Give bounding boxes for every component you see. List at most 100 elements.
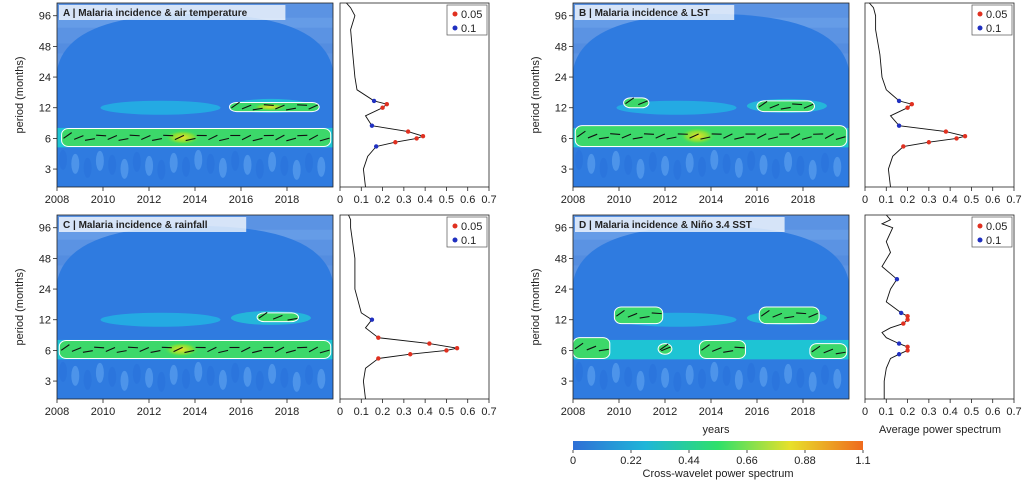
phase-arrow bbox=[808, 312, 818, 318]
texture bbox=[231, 362, 240, 383]
panel-title: C | Malaria incidence & rainfall bbox=[63, 220, 208, 231]
y-tick-label: 12 bbox=[555, 315, 567, 327]
phase-arrow bbox=[241, 104, 252, 110]
texture bbox=[182, 156, 190, 177]
x-tick-label: 0.5 bbox=[439, 406, 454, 418]
avg-power-plot bbox=[346, 3, 426, 187]
legend-entry: 0.1 bbox=[461, 235, 476, 247]
phase-arrow bbox=[632, 136, 643, 140]
phase-arrow bbox=[107, 135, 118, 140]
phase-arrow bbox=[666, 136, 677, 140]
texture bbox=[169, 152, 178, 173]
y-tick-label: 3 bbox=[45, 164, 51, 176]
texture bbox=[132, 363, 141, 384]
y-axis-label: period (months) bbox=[530, 268, 542, 345]
panel-title-box bbox=[575, 217, 785, 232]
phase-arrow bbox=[287, 317, 298, 321]
x-tick-label: 2014 bbox=[699, 406, 723, 418]
x-tick-label: 2018 bbox=[275, 406, 299, 418]
y-tick-label: 24 bbox=[555, 72, 567, 84]
y-axis-label: period (months) bbox=[530, 56, 542, 133]
legend: 0.05 0.1 bbox=[971, 216, 1013, 248]
texture bbox=[784, 151, 793, 172]
legend-marker-red bbox=[977, 223, 983, 229]
x-tick-label: 0.1 bbox=[879, 406, 894, 418]
texture bbox=[194, 149, 203, 170]
texture bbox=[624, 366, 633, 387]
phase-arrow bbox=[587, 133, 598, 139]
phase-arrow bbox=[627, 312, 638, 318]
significance-point bbox=[444, 348, 449, 353]
heatmap-area bbox=[57, 215, 333, 399]
phase-arrow bbox=[82, 350, 93, 353]
phase-arrow bbox=[308, 104, 318, 110]
phase-arrow bbox=[803, 103, 814, 109]
phase-arrow bbox=[586, 345, 597, 351]
phase-arrow bbox=[184, 349, 195, 354]
phase-arrow bbox=[835, 136, 846, 140]
colorbar-tick-label: 1.1 bbox=[855, 455, 870, 467]
phase-arrow bbox=[811, 345, 821, 353]
phase-arrow bbox=[576, 130, 586, 138]
texture bbox=[833, 156, 842, 177]
x-tick-label: 0.1 bbox=[354, 406, 369, 418]
hotspot bbox=[251, 103, 288, 111]
x-tick-label: 0.5 bbox=[439, 194, 454, 206]
hotspot bbox=[679, 127, 716, 145]
significance-point bbox=[954, 136, 959, 141]
significance-point bbox=[905, 348, 910, 353]
y-tick-label: 6 bbox=[561, 345, 567, 357]
texture bbox=[673, 159, 682, 180]
phase-arrow bbox=[84, 138, 95, 141]
texture bbox=[292, 159, 301, 180]
texture bbox=[734, 369, 743, 390]
x-tick-label: 2010 bbox=[607, 406, 631, 418]
texture bbox=[132, 151, 141, 172]
phase-arrow bbox=[689, 133, 699, 139]
texture bbox=[636, 158, 645, 179]
power-band bbox=[100, 312, 221, 327]
x-tick-label: 0.3 bbox=[396, 406, 411, 418]
phase-arrow bbox=[285, 349, 296, 354]
phase-arrow bbox=[275, 134, 285, 141]
phase-arrow bbox=[297, 104, 308, 106]
texture bbox=[145, 155, 154, 176]
texture bbox=[317, 156, 326, 177]
phase-arrow bbox=[96, 134, 107, 137]
phase-arrow bbox=[129, 134, 140, 137]
phase-arrow bbox=[252, 137, 263, 142]
avg-power-plot bbox=[880, 215, 910, 399]
phase-arrow bbox=[598, 348, 609, 352]
y-tick-label: 48 bbox=[555, 253, 567, 265]
phase-arrow bbox=[241, 346, 251, 353]
texture bbox=[231, 150, 240, 171]
texture bbox=[71, 153, 80, 174]
avg-power-plot bbox=[868, 3, 968, 187]
phase-arrow bbox=[285, 107, 297, 111]
significance-point bbox=[905, 317, 910, 322]
texture bbox=[157, 371, 166, 392]
significance-point bbox=[376, 335, 381, 340]
phase-arrow bbox=[139, 346, 150, 353]
phase-arrow bbox=[286, 137, 297, 142]
phase-arrow bbox=[275, 104, 285, 110]
texture bbox=[157, 159, 166, 180]
x-tick-label: 2008 bbox=[561, 406, 585, 418]
phase-arrow bbox=[207, 346, 217, 353]
phase-arrow bbox=[252, 349, 263, 354]
phase-arrow bbox=[218, 349, 229, 354]
texture bbox=[169, 364, 178, 385]
hotspot bbox=[164, 130, 201, 145]
texture bbox=[108, 366, 117, 387]
significance-point bbox=[896, 341, 902, 346]
phase-arrow bbox=[272, 314, 283, 320]
legend-entry: 0.05 bbox=[461, 221, 482, 233]
phase-arrow bbox=[723, 350, 734, 353]
significance-point bbox=[896, 98, 902, 104]
x-tick-label: 2008 bbox=[45, 194, 69, 206]
legend-marker-red bbox=[452, 11, 458, 17]
avg-power-curve bbox=[346, 3, 425, 187]
legend: 0.05 0.1 bbox=[446, 216, 488, 248]
phase-arrow bbox=[824, 133, 835, 139]
texture bbox=[796, 367, 805, 388]
